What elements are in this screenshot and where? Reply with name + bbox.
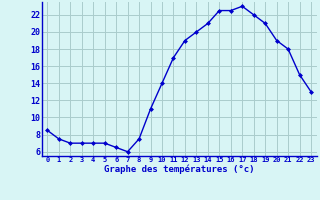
X-axis label: Graphe des températures (°c): Graphe des températures (°c) [104,165,254,174]
